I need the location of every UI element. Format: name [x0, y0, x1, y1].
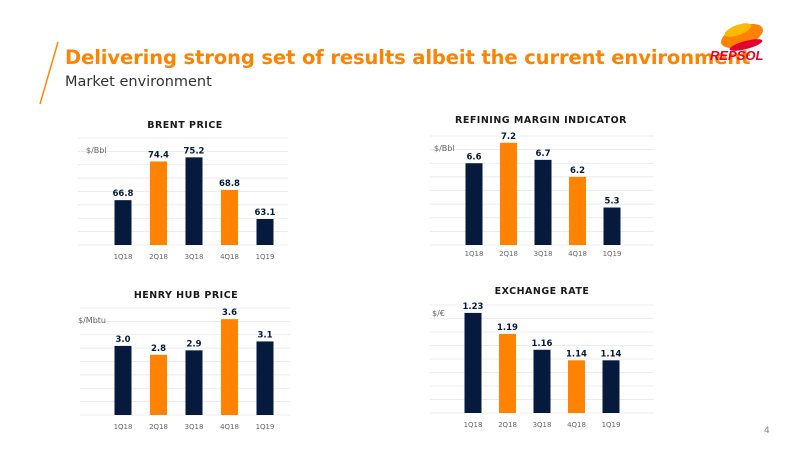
logo-wordmark: REPSOL [710, 48, 764, 63]
category-label: 3Q18 [185, 423, 204, 431]
data-label: 1.19 [497, 323, 518, 333]
chart-title: REFINING MARGIN INDICATOR [455, 115, 627, 126]
bar [114, 345, 132, 415]
bar [465, 163, 483, 245]
bar [602, 360, 620, 413]
category-label: 2Q18 [499, 250, 518, 258]
category-label: 1Q19 [603, 250, 622, 258]
bar [533, 349, 551, 413]
unit-label: $/Mbtu [78, 316, 106, 325]
category-label: 3Q18 [185, 253, 204, 261]
chart-title: BRENT PRICE [147, 120, 223, 131]
data-label: 63.1 [255, 208, 276, 218]
data-label: 5.3 [604, 197, 619, 207]
data-label: 68.8 [219, 179, 240, 189]
bar [464, 312, 482, 413]
bar [256, 341, 274, 415]
data-label: 6.6 [466, 152, 481, 162]
unit-label: $/€ [432, 309, 445, 318]
category-label: 1Q18 [114, 253, 133, 261]
data-label: 74.4 [148, 150, 169, 160]
bar [221, 189, 238, 245]
page-subtitle: Market environment [65, 74, 212, 90]
page-number: 4 [764, 426, 770, 436]
chart-title: HENRY HUB PRICE [134, 290, 238, 301]
logo-flame-yellow [724, 23, 752, 37]
category-label: 1Q19 [256, 253, 275, 261]
data-label: 1.14 [566, 349, 587, 359]
bar [256, 219, 274, 245]
data-label: 6.7 [535, 149, 550, 159]
bar [500, 142, 517, 245]
data-label: 2.8 [151, 344, 166, 354]
category-label: 3Q18 [534, 250, 553, 258]
data-label: 1.16 [532, 339, 553, 349]
data-label: 3.0 [115, 335, 130, 345]
category-label: 4Q18 [568, 250, 587, 258]
bar [185, 157, 203, 245]
bar [568, 360, 585, 413]
unit-label: $/Bbl [434, 144, 455, 153]
bar [603, 207, 621, 245]
category-label: 1Q19 [602, 421, 621, 429]
data-label: 3.1 [257, 330, 272, 340]
decorative-slash [39, 41, 59, 105]
bar [221, 319, 238, 415]
category-label: 1Q19 [256, 423, 275, 431]
category-label: 1Q18 [465, 250, 484, 258]
category-label: 4Q18 [220, 423, 239, 431]
data-label: 75.2 [184, 146, 205, 156]
data-label: 7.2 [501, 132, 516, 142]
page-title: Delivering strong set of results albeit … [65, 46, 751, 69]
logo-flame-red [729, 39, 763, 51]
bar [150, 354, 167, 415]
category-label: 1Q18 [114, 423, 133, 431]
data-label: 66.8 [113, 189, 134, 199]
data-label: 6.2 [570, 166, 585, 176]
chart-title: EXCHANGE RATE [495, 286, 590, 297]
data-label: 1.23 [463, 302, 484, 312]
data-label: 3.6 [222, 308, 237, 318]
category-label: 3Q18 [533, 421, 552, 429]
category-label: 1Q18 [464, 421, 483, 429]
bar [114, 200, 132, 245]
category-label: 2Q18 [498, 421, 517, 429]
data-label: 1.14 [601, 349, 622, 359]
bar [499, 333, 516, 413]
data-label: 2.9 [186, 339, 201, 349]
category-label: 2Q18 [149, 423, 168, 431]
category-label: 4Q18 [567, 421, 586, 429]
bar [150, 161, 167, 245]
repsol-logo: REPSOL [710, 23, 764, 63]
unit-label: $/Bbl [86, 146, 107, 155]
bar [569, 176, 586, 245]
category-label: 4Q18 [220, 253, 239, 261]
bar [185, 350, 203, 415]
bar [534, 159, 552, 245]
category-label: 2Q18 [149, 253, 168, 261]
